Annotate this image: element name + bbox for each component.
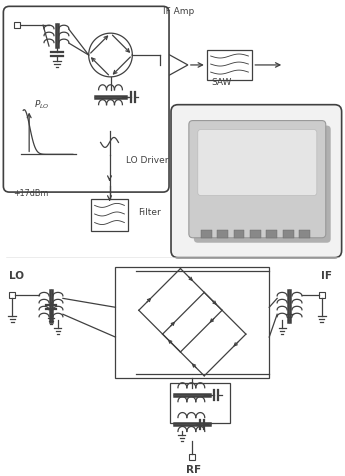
Bar (189, 454, 195, 460)
FancyBboxPatch shape (171, 106, 342, 258)
FancyBboxPatch shape (3, 7, 169, 193)
Text: Filter: Filter (138, 208, 161, 217)
Bar (170, 383, 229, 423)
FancyBboxPatch shape (194, 126, 331, 243)
Bar (319, 293, 325, 299)
Text: +17dBm: +17dBm (13, 188, 49, 198)
Bar (250, 230, 261, 238)
Bar (116, 267, 269, 378)
Text: $P_{LO}$: $P_{LO}$ (34, 99, 50, 111)
Bar (207, 51, 252, 80)
Text: IF Amp: IF Amp (163, 7, 194, 16)
Text: LO Driver: LO Driver (126, 156, 169, 165)
Bar (283, 230, 294, 238)
Bar (266, 230, 277, 238)
FancyBboxPatch shape (189, 121, 326, 238)
Text: SAW: SAW (211, 78, 232, 87)
Bar (299, 230, 310, 238)
Bar (234, 230, 244, 238)
Text: LO: LO (9, 271, 24, 281)
Bar (217, 230, 228, 238)
Text: RF: RF (186, 464, 201, 474)
Bar (201, 230, 212, 238)
Bar (91, 199, 128, 231)
Bar (9, 293, 15, 299)
FancyBboxPatch shape (198, 130, 317, 196)
Text: IF: IF (321, 271, 332, 281)
Bar (14, 23, 20, 29)
